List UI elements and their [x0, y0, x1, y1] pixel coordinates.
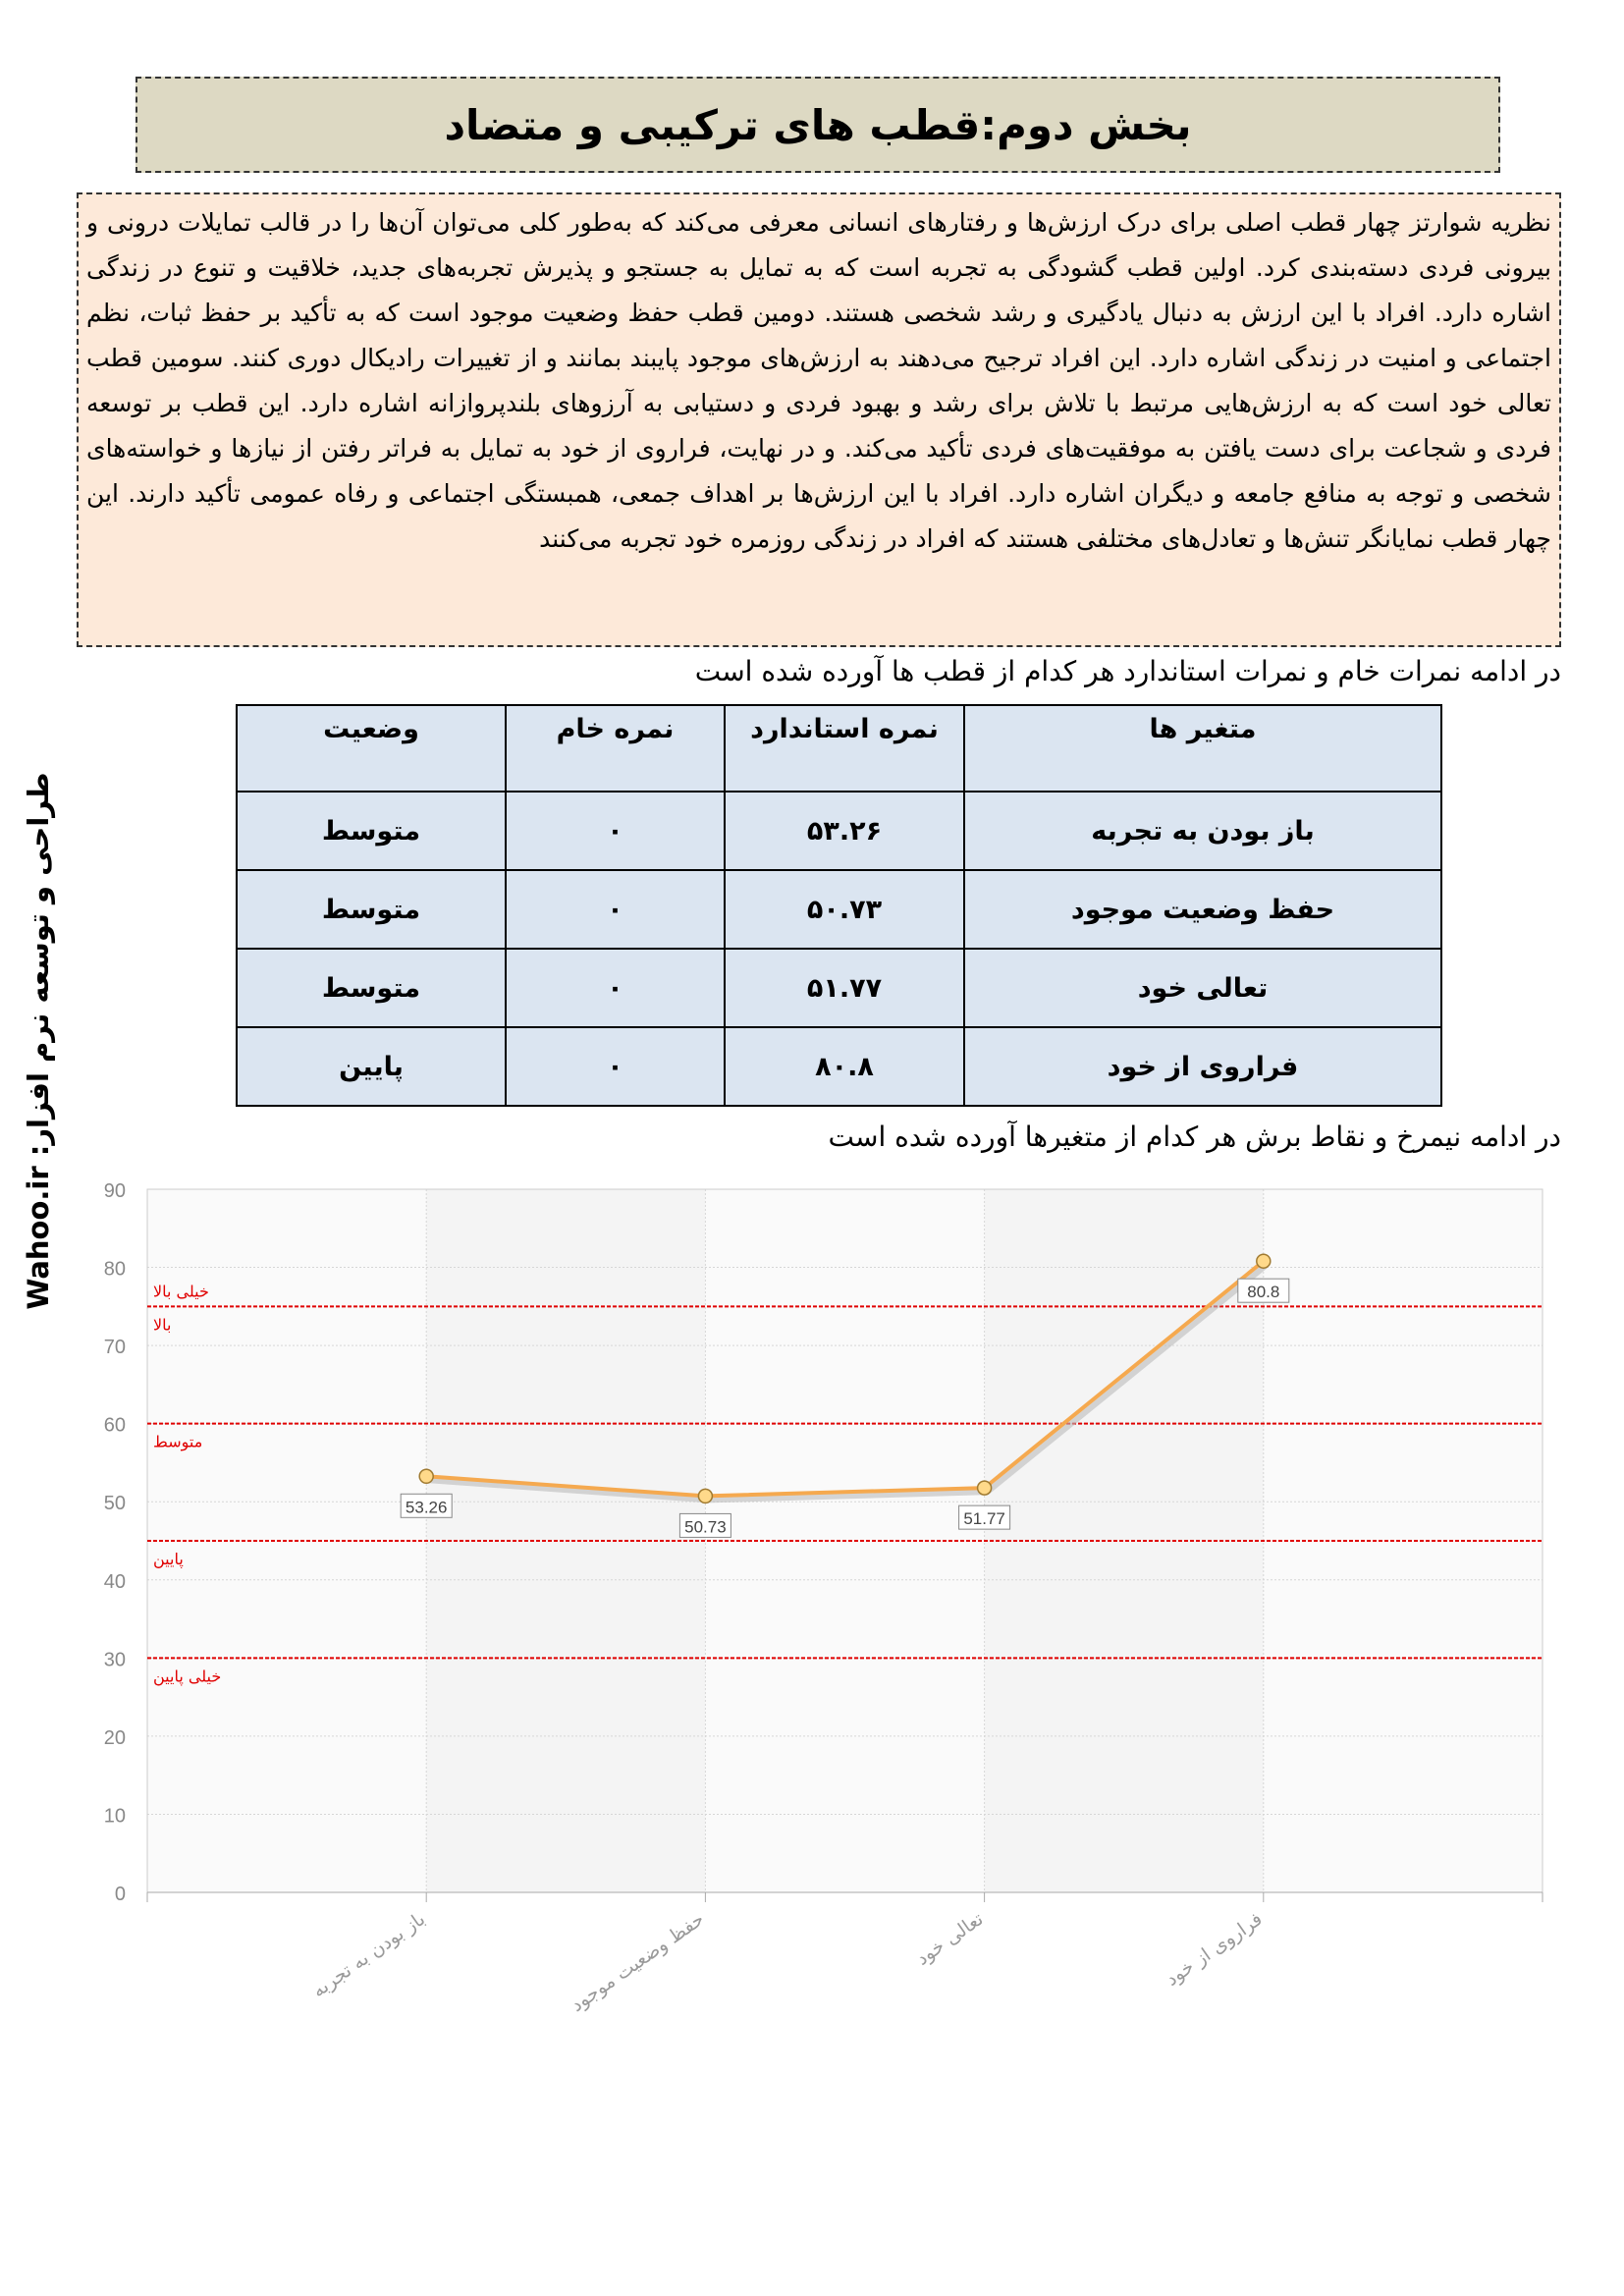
data-label-box	[1237, 1278, 1290, 1303]
data-label: 50.73	[684, 1517, 727, 1536]
profile-chart: 0 10 20 30 40 50 60 70 80 90 خیلی بالا بالا متوسط پای…	[104, 1180, 1543, 2016]
cell-standard: ۸۰.۸	[724, 1026, 965, 1107]
table-row: فراروی از خود ۸۰.۸ ۰ پایین	[236, 1026, 1442, 1107]
header-status: وضعیت	[236, 704, 507, 793]
header-raw-score: نمره خام	[505, 704, 726, 793]
threshold-label: خیلی پایین	[153, 1667, 221, 1686]
data-point	[976, 1480, 993, 1496]
y-tick-label: 40	[104, 1571, 126, 1593]
cell-variable: حفظ وضعیت موجود	[963, 869, 1442, 950]
data-label: 53.26	[406, 1498, 448, 1516]
description-paragraph: نظریه شوارتز چهار قطب اصلی برای درک ارزش…	[77, 192, 1561, 647]
table-row: باز بودن به تجربه ۵۳.۲۶ ۰ متوسط	[236, 791, 1442, 871]
cell-variable: فراروی از خود	[963, 1026, 1442, 1107]
cell-standard: ۵۱.۷۷	[724, 948, 965, 1028]
series-shadow	[428, 1262, 1269, 1503]
cell-raw: ۰	[505, 1026, 726, 1107]
cell-variable: تعالی خود	[963, 948, 1442, 1028]
page: بخش دوم:قطب های ترکیبی و متضاد نظریه شوا…	[77, 77, 1561, 2016]
y-tick-label: 90	[104, 1180, 126, 1202]
series-line	[426, 1259, 1266, 1499]
cell-standard: ۵۳.۲۶	[724, 791, 965, 871]
cell-raw: ۰	[505, 869, 726, 950]
side-credit-text: طراحی و توسعه نرم افزار: Wahoo.ir	[22, 772, 55, 1310]
data-label-box	[678, 1512, 731, 1538]
scores-table: متغیر ها نمره استاندارد نمره خام وضعیت ب…	[236, 704, 1442, 1107]
cell-status: پایین	[236, 1026, 507, 1107]
data-point	[418, 1468, 434, 1485]
threshold-label: خیلی بالا	[153, 1282, 209, 1300]
table-header-row: متغیر ها نمره استاندارد نمره خام وضعیت	[236, 704, 1442, 793]
y-tick-label: 80	[104, 1259, 126, 1281]
threshold-label: پایین	[153, 1550, 184, 1569]
header-variable: متغیر ها	[963, 704, 1442, 793]
y-tick-label: 60	[104, 1415, 126, 1437]
table-row: تعالی خود ۵۱.۷۷ ۰ متوسط	[236, 948, 1442, 1028]
cell-raw: ۰	[505, 791, 726, 871]
section-title-box: بخش دوم:قطب های ترکیبی و متضاد	[135, 77, 1500, 173]
x-category-label: فراروی از خود	[1162, 1908, 1267, 1991]
data-label-box	[958, 1504, 1011, 1530]
cell-status: متوسط	[236, 948, 507, 1028]
cell-raw: ۰	[505, 948, 726, 1028]
data-label-box	[400, 1493, 453, 1518]
data-point	[1256, 1253, 1272, 1269]
cell-status: متوسط	[236, 791, 507, 871]
header-standard-score: نمره استاندارد	[724, 704, 965, 793]
y-tick-label: 30	[104, 1649, 126, 1670]
y-tick-label: 20	[104, 1727, 126, 1749]
cell-status: متوسط	[236, 869, 507, 950]
side-credit: طراحی و توسعه نرم افزار: Wahoo.ir	[14, 772, 63, 1309]
cell-standard: ۵۰.۷۳	[724, 869, 965, 950]
data-label: 51.77	[963, 1509, 1005, 1528]
y-tick-label: 70	[104, 1337, 126, 1358]
y-tick-label: 10	[104, 1805, 126, 1827]
cell-variable: باز بودن به تجربه	[963, 791, 1442, 871]
chart-heading: در ادامه نیمرخ و نقاط برش هر کدام از متغ…	[828, 1121, 1561, 1153]
data-point	[697, 1488, 714, 1504]
threshold-label: متوسط	[153, 1433, 202, 1452]
table-row: حفظ وضعیت موجود ۵۰.۷۳ ۰ متوسط	[236, 869, 1442, 950]
y-tick-label: 50	[104, 1493, 126, 1514]
y-tick-label: 0	[115, 1884, 126, 1905]
threshold-label: بالا	[153, 1315, 171, 1334]
x-category-label: باز بودن به تجربه	[308, 1908, 429, 2001]
x-category-label: حفظ وضعیت موجود	[567, 1908, 708, 2016]
x-category-label: تعالی خود	[912, 1908, 987, 1970]
table-heading: در ادامه نمرات خام و نمرات استاندارد هر …	[694, 655, 1561, 687]
data-label: 80.8	[1247, 1283, 1279, 1301]
section-title: بخش دوم:قطب های ترکیبی و متضاد	[444, 100, 1192, 149]
